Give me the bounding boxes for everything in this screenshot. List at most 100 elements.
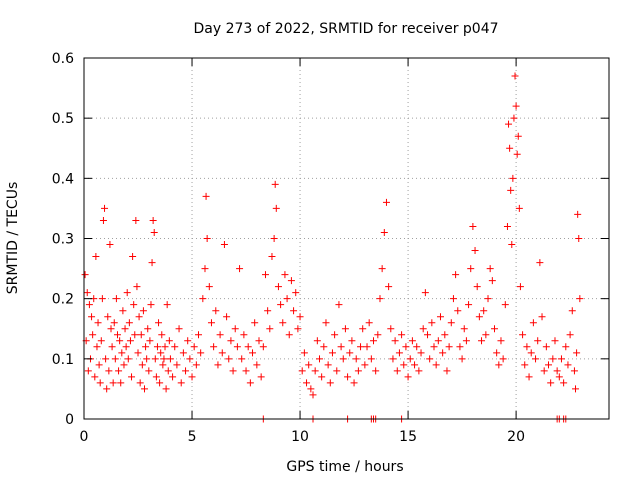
data-point: [411, 361, 419, 369]
data-point: [244, 343, 252, 351]
data-point: [268, 253, 276, 261]
data-point: [296, 313, 304, 321]
data-point: [175, 325, 183, 333]
data-point: [557, 355, 565, 363]
y-tick-label: 0.4: [52, 171, 74, 187]
data-point: [346, 349, 354, 357]
data-point: [113, 331, 121, 339]
data-point: [570, 367, 578, 375]
data-point: [287, 277, 295, 285]
data-point: [426, 355, 434, 363]
data-point: [93, 343, 101, 351]
data-point: [350, 379, 358, 387]
data-point: [532, 355, 540, 363]
data-point: [257, 373, 265, 381]
data-point: [91, 373, 99, 381]
data-point: [339, 355, 347, 363]
data-point: [101, 204, 109, 212]
data-point: [271, 180, 279, 188]
data-point: [92, 253, 100, 261]
data-point: [130, 301, 138, 309]
data-point: [404, 373, 412, 381]
data-point: [400, 361, 408, 369]
data-point: [147, 301, 155, 309]
data-point: [279, 319, 287, 327]
data-point: [509, 174, 517, 182]
data-point: [417, 349, 425, 357]
data-point: [158, 331, 166, 339]
data-point: [240, 331, 248, 339]
data-point: [81, 271, 89, 279]
data-point: [292, 289, 300, 297]
data-point: [117, 379, 125, 387]
data-point: [118, 349, 126, 357]
data-point: [516, 283, 524, 291]
data-point: [398, 331, 406, 339]
data-point: [182, 367, 190, 375]
data-point: [549, 355, 557, 363]
data-point: [324, 361, 332, 369]
data-point: [99, 216, 107, 224]
data-point: [434, 337, 442, 345]
data-point: [84, 367, 92, 375]
data-point: [449, 295, 457, 303]
data-point: [568, 307, 576, 315]
data-point: [122, 343, 130, 351]
data-point: [428, 319, 436, 327]
data-point: [413, 343, 421, 351]
data-point: [298, 367, 306, 375]
data-point: [186, 355, 194, 363]
data-point: [421, 289, 429, 297]
data-point: [560, 379, 568, 387]
data-point: [309, 391, 317, 399]
data-point: [225, 355, 233, 363]
data-point: [139, 307, 147, 315]
data-point: [456, 343, 464, 351]
data-point: [300, 349, 308, 357]
data-point: [109, 379, 117, 387]
data-point: [430, 343, 438, 351]
data-point: [121, 325, 129, 333]
data-point: [385, 283, 393, 291]
data-point: [255, 337, 263, 345]
data-point: [107, 325, 115, 333]
data-point: [145, 367, 153, 375]
data-point: [218, 349, 226, 357]
y-tick-label: 0.5: [52, 111, 74, 127]
data-point: [467, 265, 475, 273]
x-tick-label: 10: [291, 429, 309, 445]
data-point: [104, 313, 112, 321]
data-point: [488, 277, 496, 285]
data-point: [246, 379, 254, 387]
x-tick-label: 0: [80, 429, 89, 445]
data-point: [564, 361, 572, 369]
data-point: [89, 331, 97, 339]
data-point: [159, 361, 167, 369]
data-point: [519, 331, 527, 339]
data-point: [238, 355, 246, 363]
data-point: [529, 319, 537, 327]
data-point: [242, 367, 250, 375]
data-point: [322, 319, 330, 327]
data-point: [188, 373, 196, 381]
data-point: [395, 349, 403, 357]
data-point: [192, 361, 200, 369]
data-point: [475, 313, 483, 321]
y-tick-label: 0.1: [52, 352, 74, 368]
data-point: [184, 337, 192, 345]
data-point: [514, 132, 522, 140]
data-point: [439, 349, 447, 357]
data-point: [231, 325, 239, 333]
data-point: [166, 355, 174, 363]
data-point: [96, 379, 104, 387]
x-tick-label: 15: [399, 429, 417, 445]
data-point: [98, 295, 106, 303]
data-point: [190, 343, 198, 351]
data-point: [148, 259, 156, 267]
data-point: [326, 379, 334, 387]
data-point: [352, 355, 360, 363]
data-point: [140, 385, 148, 393]
data-point: [303, 379, 311, 387]
data-point: [370, 337, 378, 345]
data-point: [110, 319, 118, 327]
